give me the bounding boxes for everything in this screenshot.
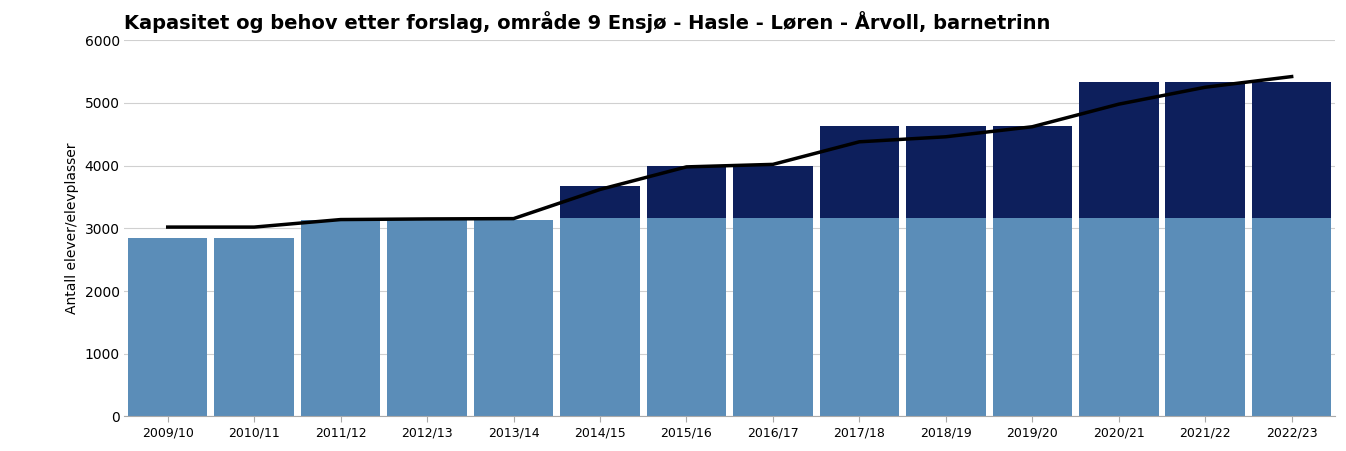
- Y-axis label: Antall elever/elevplasser: Antall elever/elevplasser: [65, 143, 79, 314]
- Bar: [646, 166, 727, 218]
- Bar: [646, 218, 727, 416]
- Bar: [992, 126, 1071, 218]
- Text: Kapasitet og behov etter forslag, område 9 Ensjø - Hasle - Løren - Årvoll, barne: Kapasitet og behov etter forslag, område…: [124, 11, 1051, 33]
- Bar: [820, 218, 899, 416]
- Bar: [560, 218, 639, 416]
- Bar: [734, 166, 813, 218]
- Bar: [1079, 82, 1159, 218]
- Bar: [388, 220, 467, 416]
- Bar: [1252, 82, 1331, 218]
- Bar: [1166, 82, 1245, 218]
- Bar: [214, 239, 293, 416]
- Bar: [1166, 218, 1245, 416]
- Bar: [906, 126, 985, 218]
- Bar: [128, 238, 207, 416]
- Bar: [734, 218, 813, 416]
- Bar: [302, 220, 381, 416]
- Bar: [560, 186, 639, 218]
- Bar: [820, 126, 899, 218]
- Bar: [474, 220, 553, 416]
- Bar: [1079, 218, 1159, 416]
- Bar: [992, 218, 1071, 416]
- Bar: [906, 218, 985, 416]
- Bar: [1252, 218, 1331, 416]
